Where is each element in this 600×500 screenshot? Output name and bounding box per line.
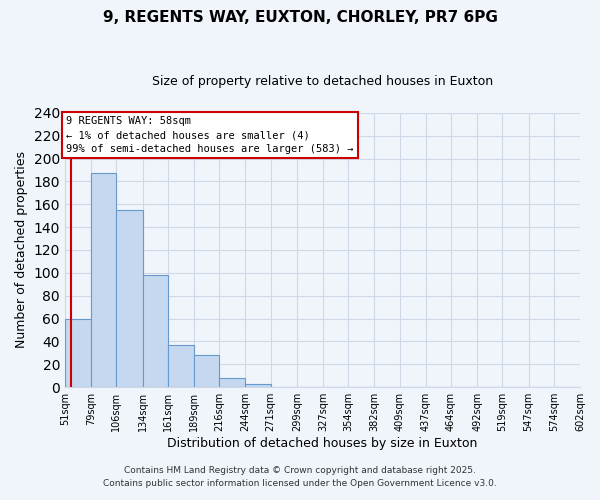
Bar [245,384,271,387]
Bar [65,318,91,387]
Y-axis label: Number of detached properties: Number of detached properties [15,152,28,348]
Text: 9, REGENTS WAY, EUXTON, CHORLEY, PR7 6PG: 9, REGENTS WAY, EUXTON, CHORLEY, PR7 6PG [103,10,497,25]
Title: Size of property relative to detached houses in Euxton: Size of property relative to detached ho… [152,75,493,88]
Bar [219,378,245,387]
Text: 9 REGENTS WAY: 58sqm
← 1% of detached houses are smaller (4)
99% of semi-detache: 9 REGENTS WAY: 58sqm ← 1% of detached ho… [66,116,353,154]
Bar [143,275,168,387]
X-axis label: Distribution of detached houses by size in Euxton: Distribution of detached houses by size … [167,437,478,450]
Bar [116,210,143,387]
Bar [91,174,116,387]
Text: Contains HM Land Registry data © Crown copyright and database right 2025.
Contai: Contains HM Land Registry data © Crown c… [103,466,497,487]
Bar [168,345,194,387]
Bar [194,355,219,387]
